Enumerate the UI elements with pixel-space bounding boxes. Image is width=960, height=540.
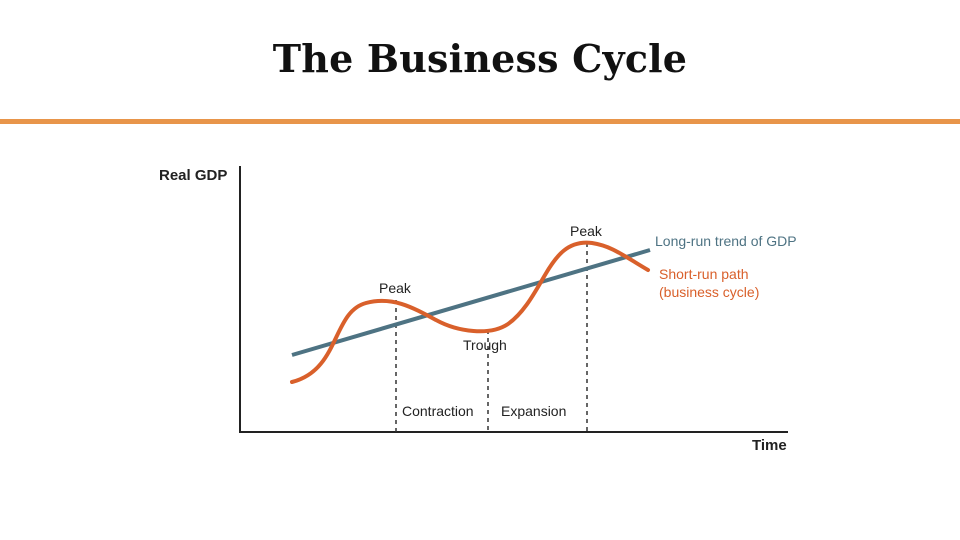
long-run-trend-line (291, 248, 651, 357)
cycle-path-label-line1: Short-run path (659, 266, 749, 282)
short-run-cycle-path (290, 240, 650, 384)
contraction-label: Contraction (402, 403, 474, 419)
peak1-label: Peak (379, 280, 412, 296)
title-underline (0, 119, 960, 124)
peak2-label: Peak (570, 223, 603, 239)
trough-label: Trough (463, 337, 507, 353)
cycle-path-label-line2: (business cycle) (659, 284, 759, 300)
expansion-label: Expansion (501, 403, 566, 419)
y-axis-label: Real GDP (159, 167, 227, 184)
slide-title: The Business Cycle (272, 36, 688, 81)
trend-line-label: Long-run trend of GDP (655, 233, 797, 249)
x-axis-label: Time (752, 437, 787, 454)
